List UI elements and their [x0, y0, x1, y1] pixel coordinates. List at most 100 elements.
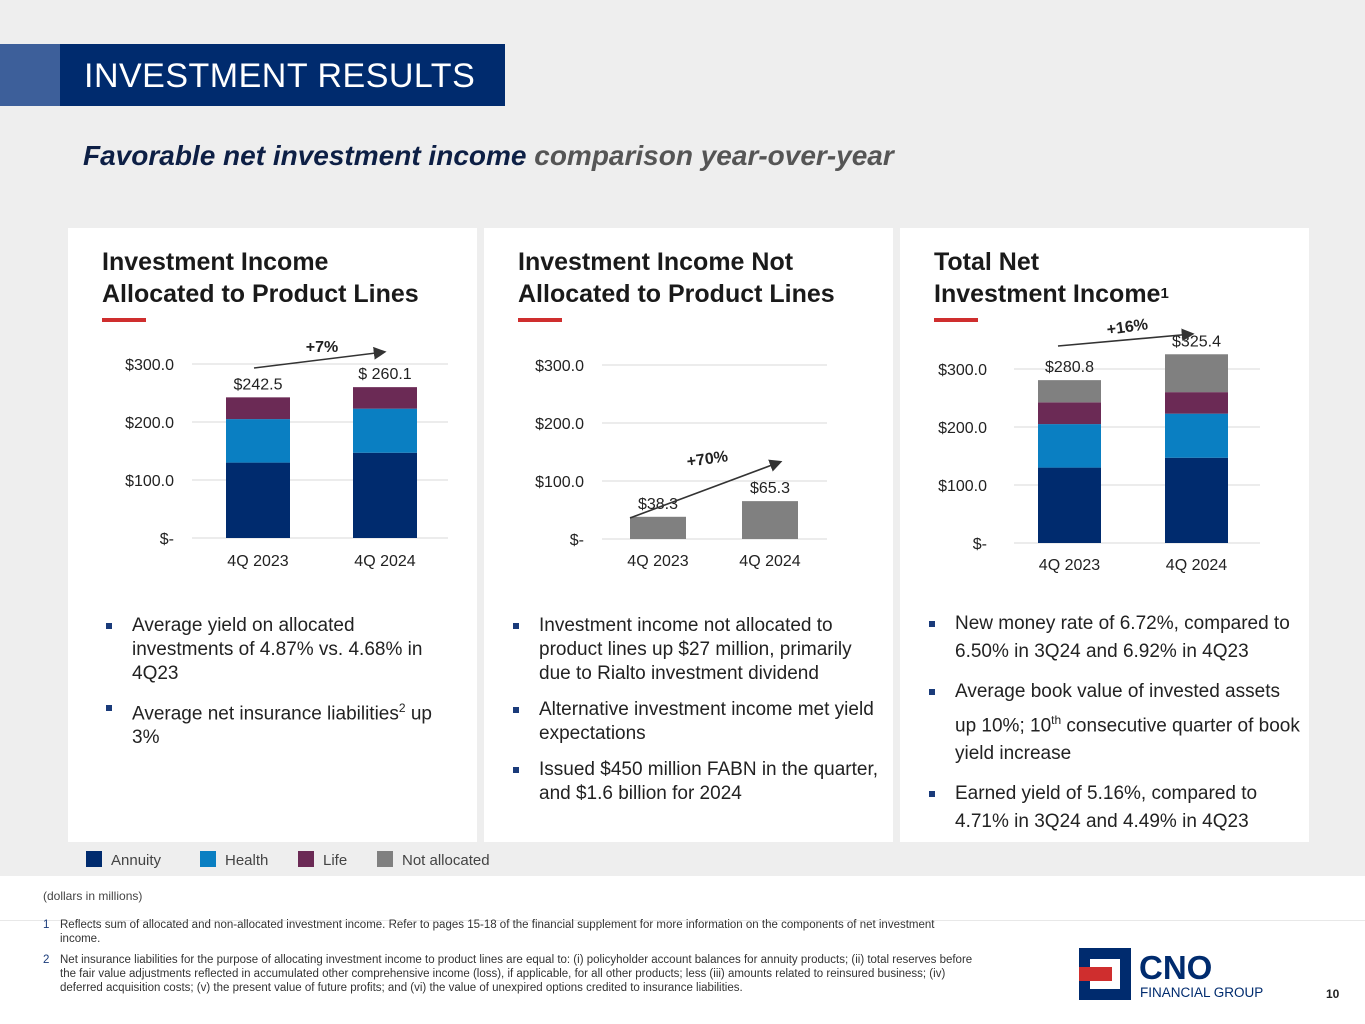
- bar-life: [1165, 392, 1228, 414]
- bullet-text: Average yield on allocated investments o…: [132, 615, 423, 684]
- title-bar-accent: [0, 44, 60, 106]
- y-tick-label: $300.0: [125, 357, 174, 374]
- footnote-text: Net insurance liabilities for the purpos…: [60, 954, 973, 994]
- footer-divider: [0, 920, 1365, 921]
- panel-title: Total Net Investment Income1: [934, 246, 1294, 314]
- growth-label: +16%: [1106, 316, 1149, 339]
- bullet-list: Investment income not allocated to produ…: [509, 614, 879, 806]
- footnote-number: 1: [43, 919, 50, 931]
- legend-label: Not allocated: [402, 852, 490, 869]
- y-tick-label: $100.0: [125, 473, 174, 490]
- panel-not-allocated: Investment Income Not Allocated to Produ…: [484, 228, 893, 842]
- bullet-icon: [929, 791, 935, 798]
- y-tick-label: $-: [570, 532, 584, 549]
- legend-label: Health: [225, 852, 269, 869]
- bar-not-allocated: [630, 516, 686, 539]
- y-tick-label: $200.0: [938, 420, 987, 437]
- legend-swatch: [298, 851, 314, 867]
- bullet-text: Investment income not allocated to produ…: [539, 615, 852, 684]
- bar-life: [353, 387, 417, 409]
- footer-background: [0, 876, 1365, 1024]
- panel-total: Total Net Investment Income1 $- $100.0 $20…: [900, 228, 1309, 842]
- panel-title-line2: Allocated to Product Lines: [518, 280, 835, 308]
- y-tick-label: $100.0: [535, 474, 584, 491]
- logo-red-bar: [1079, 967, 1098, 981]
- bullet-icon: [106, 623, 112, 629]
- chart-total: $-$100.0$200.0$300.0 $280.84Q 2023$325.44…: [938, 316, 1260, 574]
- list-item: Average net insurance liabilities2 up 3%: [102, 696, 442, 750]
- chart-allocated: $- $100.0 $200.0 $300.0 $242.5 4Q 2023 $ 260.1…: [125, 339, 448, 570]
- list-item: Average yield on allocated investments o…: [102, 614, 442, 686]
- bar-health: [226, 419, 290, 463]
- bar-health: [1165, 413, 1228, 458]
- legend-label: Annuity: [111, 852, 162, 869]
- footnote-1: 1 Reflects sum of allocated and non-allo…: [43, 918, 973, 946]
- panel-title-line2: Allocated to Product Lines: [102, 280, 419, 308]
- category-label: 4Q 2024: [1166, 557, 1227, 574]
- title-underline: [518, 318, 562, 322]
- panel-title-line1: Investment Income: [102, 248, 329, 276]
- growth-label: +70%: [686, 448, 729, 471]
- bullet-icon: [929, 689, 935, 695]
- total-label: $65.3: [750, 480, 790, 497]
- bar-health: [353, 408, 417, 453]
- logo-sub-text: FINANCIAL GROUP: [1140, 985, 1263, 1000]
- list-item: Average book value of invested assets up…: [925, 678, 1300, 768]
- panel-title-line1: Investment Income Not: [518, 248, 794, 276]
- y-tick-label: $100.0: [938, 478, 987, 495]
- chart-not-allocated: $- $100.0 $200.0 $300.0 $38.3 4Q 2023 $65.3 4Q …: [535, 358, 827, 570]
- bar-life: [226, 397, 290, 420]
- y-tick-label: $-: [973, 536, 987, 553]
- list-item: New money rate of 6.72%, compared to 6.5…: [925, 610, 1300, 666]
- bullet-text-tail: up 3%: [132, 703, 432, 749]
- units-note: (dollars in millions): [43, 889, 143, 903]
- bullet-text: Issued $450 million FABN in the quarter,…: [539, 759, 879, 804]
- title-underline: [102, 318, 146, 322]
- legend-swatch: [377, 851, 393, 867]
- bullet-text: Average net insurance liabilities: [132, 703, 399, 725]
- total-label: $280.8: [1045, 359, 1094, 376]
- total-label: $38.3: [638, 496, 678, 513]
- bar-annuity: [1165, 457, 1228, 543]
- legend-label: Life: [323, 852, 348, 869]
- list-item: Investment income not allocated to produ…: [509, 614, 879, 686]
- subtitle-main: Favorable net investment income: [83, 140, 535, 171]
- total-label: $ 260.1: [358, 366, 411, 383]
- growth-arrow: [1057, 328, 1195, 347]
- bar-annuity: [226, 462, 290, 538]
- title-bar: [60, 44, 505, 106]
- panel-title-line2: Investment Income: [934, 280, 1161, 308]
- bullet-icon: [106, 705, 112, 711]
- title-underline: [934, 318, 978, 322]
- logo-main-text: CNO: [1139, 949, 1212, 986]
- y-tick-label: $200.0: [125, 415, 174, 432]
- bar-health: [1038, 424, 1101, 468]
- panel-title: Investment Income Not Allocated to Produ…: [518, 246, 878, 310]
- footnote-number: 2: [43, 954, 50, 966]
- bullet-icon: [513, 767, 519, 773]
- category-label: 4Q 2023: [627, 553, 688, 570]
- footnote-2: 2 Net insurance liabilities for the purp…: [43, 953, 973, 995]
- bar-annuity: [353, 452, 417, 538]
- footnote-ref: 1: [1160, 285, 1169, 302]
- legend-swatch: [86, 851, 102, 867]
- bullet-list: Average yield on allocated investments o…: [102, 614, 442, 750]
- bar-not-allocated: [1038, 380, 1101, 403]
- page-subtitle: Favorable net investment income comparis…: [83, 140, 894, 172]
- page-title: INVESTMENT RESULTS: [84, 57, 476, 95]
- category-label: 4Q 2023: [1039, 557, 1100, 574]
- category-label: 4Q 2024: [354, 553, 415, 570]
- bar-not-allocated: [1165, 354, 1228, 393]
- bullet-text-tail: consecutive quarter of book yield increa…: [955, 715, 1300, 765]
- y-tick-label: $200.0: [535, 416, 584, 433]
- panel-allocated: Investment Income Allocated to Product L…: [68, 228, 477, 842]
- bullet-icon: [929, 621, 935, 627]
- growth-arrow: [253, 346, 387, 369]
- y-tick-label: $-: [160, 531, 174, 548]
- bar-not-allocated: [742, 501, 798, 539]
- footnote-ref: 2: [398, 701, 406, 715]
- category-label: 4Q 2023: [227, 553, 288, 570]
- logo-red-square: [1098, 967, 1112, 981]
- ordinal-suffix: th: [1051, 713, 1062, 727]
- panel-title-line1: Total Net: [934, 248, 1040, 276]
